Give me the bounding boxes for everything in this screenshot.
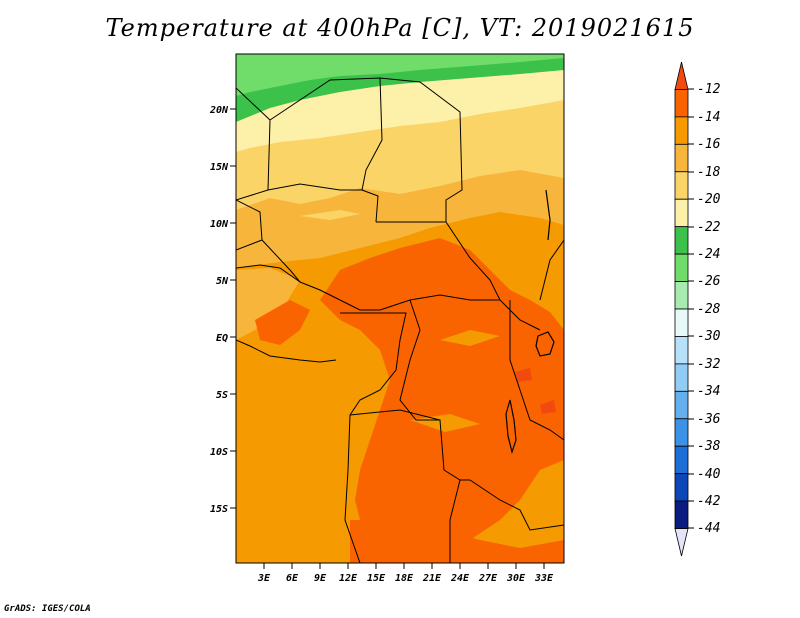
colorbar-swatch bbox=[674, 308, 689, 337]
colorbar-label-14: -40 bbox=[697, 467, 721, 482]
lat-label-15s: 15S bbox=[210, 504, 228, 515]
lon-axis: 3E 6E 9E 12E 15E 18E 21E 24E 27E 30E 33E bbox=[257, 563, 554, 584]
lat-label-10s: 10S bbox=[210, 447, 228, 458]
colorbar-label-2: -16 bbox=[697, 137, 721, 152]
colorbar-swatch bbox=[674, 171, 689, 200]
lon-label-6e: 6E bbox=[286, 573, 299, 584]
lat-label-15n: 15N bbox=[210, 162, 229, 173]
colorbar-swatch bbox=[674, 281, 689, 310]
lon-label-12e: 12E bbox=[339, 573, 358, 584]
colorbar-label-8: -28 bbox=[697, 302, 721, 317]
colorbar-swatch bbox=[674, 418, 689, 447]
colorbar-swatch bbox=[674, 336, 689, 365]
page-title: Temperature at 400hPa [C], VT: 201902161… bbox=[105, 14, 695, 42]
colorbar-swatches bbox=[674, 61, 689, 557]
lat-label-eq: EQ bbox=[216, 333, 228, 344]
colorbar-ticks bbox=[688, 88, 694, 529]
colorbar-swatch bbox=[674, 61, 689, 90]
colorbar-label-10: -32 bbox=[697, 357, 721, 372]
colorbar-swatch bbox=[674, 390, 689, 420]
lat-label-20n: 20N bbox=[209, 105, 229, 116]
credit-label: GrADS: IGES/COLA bbox=[4, 604, 91, 614]
colorbar-swatch bbox=[674, 253, 689, 282]
colorbar-swatch bbox=[674, 143, 689, 173]
lon-label-27e: 27E bbox=[478, 573, 498, 584]
colorbar-label-16: -44 bbox=[697, 521, 720, 536]
colorbar-swatch bbox=[674, 363, 689, 392]
colorbar-label-7: -26 bbox=[697, 274, 721, 289]
colorbar-label-5: -22 bbox=[697, 220, 721, 235]
colorbar-label-15: -42 bbox=[697, 494, 721, 509]
colorbar-swatch bbox=[674, 89, 689, 118]
lon-label-21e: 21E bbox=[422, 573, 442, 584]
lon-label-9e: 9E bbox=[314, 573, 327, 584]
colorbar-swatch bbox=[674, 528, 689, 557]
temperature-field bbox=[236, 54, 564, 563]
lat-label-5n: 5N bbox=[216, 276, 229, 287]
lon-label-30e: 30E bbox=[506, 573, 526, 584]
colorbar-swatch bbox=[674, 500, 689, 529]
lon-label-15e: 15E bbox=[367, 573, 386, 584]
map-frame bbox=[235, 53, 565, 564]
colorbar-swatch bbox=[674, 198, 689, 228]
lon-label-33e: 33E bbox=[534, 573, 554, 584]
colorbar-label-1: -14 bbox=[697, 110, 720, 125]
colorbar-label-12: -36 bbox=[697, 412, 721, 427]
colorbar-label-11: -34 bbox=[697, 384, 720, 399]
colorbar-swatch bbox=[674, 473, 689, 502]
colorbar-label-9: -30 bbox=[697, 329, 721, 344]
lat-axis: 20N 15N 10N 5N EQ 5S 10S 15S bbox=[209, 105, 236, 515]
lon-label-24e: 24E bbox=[450, 573, 470, 584]
colorbar-label-0: -12 bbox=[697, 82, 721, 97]
colorbar-swatch bbox=[674, 445, 689, 475]
colorbar-swatch bbox=[674, 226, 689, 255]
lon-label-18e: 18E bbox=[395, 573, 414, 584]
lakes bbox=[505, 189, 555, 455]
colorbar-label-3: -18 bbox=[697, 165, 721, 180]
colorbar-swatch bbox=[674, 116, 689, 145]
colorbar-label-6: -24 bbox=[697, 247, 720, 262]
colorbar-label-13: -38 bbox=[697, 439, 721, 454]
lon-label-3e: 3E bbox=[257, 573, 271, 584]
lat-label-5s: 5S bbox=[216, 390, 228, 401]
colorbar-labels: -12 -14 -16 -18 -20 -22 -24 -26 -28 -30 … bbox=[697, 82, 721, 536]
country-borders bbox=[236, 77, 564, 563]
colorbar-label-4: -20 bbox=[697, 192, 721, 207]
lat-label-10n: 10N bbox=[210, 219, 229, 230]
